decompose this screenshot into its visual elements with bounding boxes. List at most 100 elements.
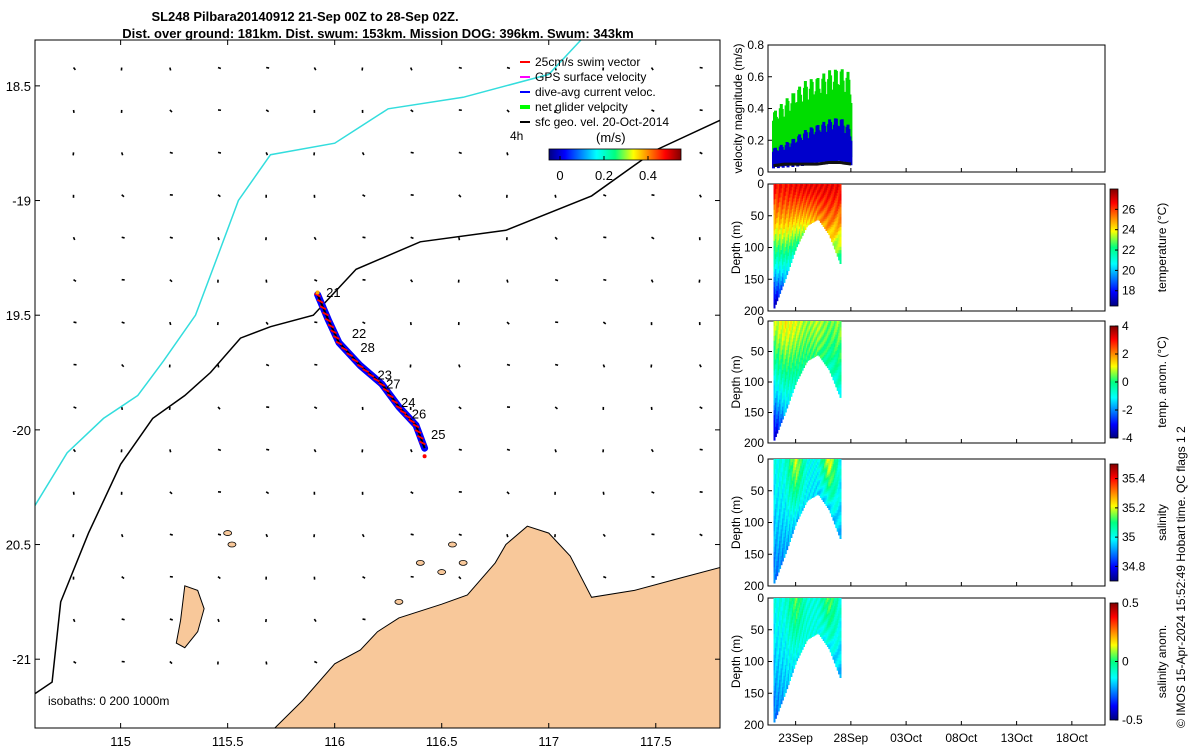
section-cell <box>774 613 777 619</box>
section-cell <box>810 486 812 489</box>
swim-vector <box>319 305 327 310</box>
section-cell <box>803 463 805 466</box>
section-cell <box>839 223 842 228</box>
section-cell <box>796 243 798 248</box>
section-cell <box>777 278 780 284</box>
section-cell <box>808 613 811 616</box>
section-cell <box>798 506 801 510</box>
section-cell <box>780 354 783 360</box>
section-cell <box>780 210 783 216</box>
section-cell <box>818 212 821 215</box>
section-cell <box>779 629 782 636</box>
section-cell <box>776 418 779 425</box>
section-cell <box>774 364 777 370</box>
section-cell <box>828 321 831 324</box>
section-cell <box>811 612 814 615</box>
section-cell <box>824 338 827 342</box>
section-cell <box>818 490 821 493</box>
section-cell <box>832 229 835 233</box>
section-cell <box>810 210 812 213</box>
section-cell <box>781 653 784 658</box>
section-cell <box>819 219 822 222</box>
section-cell <box>819 336 822 339</box>
section-cell <box>835 329 838 333</box>
section-cell <box>812 460 815 463</box>
section-cell <box>836 462 839 466</box>
section-cell <box>812 627 815 630</box>
section-cell <box>774 668 777 674</box>
section-cell <box>796 461 798 465</box>
section-cell <box>783 233 786 238</box>
section-cell <box>777 616 780 623</box>
section-cell <box>811 348 814 351</box>
section-cell <box>836 387 839 391</box>
section-cell <box>773 405 776 411</box>
section-cell <box>789 249 791 254</box>
section-cell <box>808 340 811 343</box>
section-cell <box>801 343 804 347</box>
section-cell <box>814 337 817 340</box>
section-cell <box>819 476 822 479</box>
section-cell <box>836 361 839 365</box>
section-cell <box>811 599 814 602</box>
section-cell <box>836 492 839 496</box>
section-cell <box>828 228 831 231</box>
section-cell <box>790 200 793 205</box>
section-cell <box>832 646 835 650</box>
section-cell <box>774 574 777 580</box>
section-cell <box>835 655 838 659</box>
section-cell <box>812 195 815 198</box>
section-cell <box>793 473 796 478</box>
section-cell <box>808 624 811 627</box>
section-cell <box>780 405 783 411</box>
section-cell <box>779 652 782 658</box>
section-cell <box>812 480 815 484</box>
section-cell <box>836 513 839 517</box>
section-cell <box>789 483 791 487</box>
section-cell <box>821 628 824 631</box>
section-cell <box>798 332 801 336</box>
section-cell <box>811 341 814 344</box>
section-cell <box>777 562 780 568</box>
section-cell <box>803 475 805 478</box>
section-cell <box>821 484 824 487</box>
section-cell <box>773 370 776 377</box>
legend-label: sfc geo. vel. 20-Oct-2014 <box>535 115 669 129</box>
section-cell <box>810 357 812 360</box>
legend-label: net glider velocity <box>535 100 628 114</box>
section-cell <box>790 210 793 214</box>
section-cell <box>798 348 801 352</box>
section-cell <box>801 211 804 215</box>
section-cell <box>794 342 797 346</box>
section-cell <box>786 187 789 193</box>
section-cell <box>829 598 832 601</box>
section-cell <box>826 340 829 343</box>
section-cell <box>838 256 841 261</box>
section-cell <box>828 475 831 479</box>
section-cell <box>814 199 817 202</box>
section-cell <box>805 205 808 208</box>
section-cell <box>784 381 787 386</box>
section-cell <box>773 675 776 682</box>
section-cell <box>801 329 804 332</box>
section-cell <box>791 242 794 247</box>
section-cell <box>790 611 793 615</box>
current-arrow <box>650 279 654 283</box>
section-cell <box>784 510 787 515</box>
section-cell <box>815 338 818 341</box>
section-cell <box>824 349 827 352</box>
section-cell <box>832 633 835 637</box>
section-cell <box>786 263 789 268</box>
section-cell <box>818 197 821 200</box>
section-cell <box>819 479 822 482</box>
current-arrow <box>217 66 222 70</box>
section-cell <box>790 468 793 473</box>
section-cell <box>812 337 815 340</box>
section-cell <box>824 599 827 603</box>
section-cell <box>822 598 825 601</box>
section-cell <box>803 348 805 351</box>
section-cell <box>838 471 841 476</box>
section-cell <box>791 196 794 201</box>
section-cell <box>810 490 812 493</box>
section-cell <box>828 473 831 477</box>
